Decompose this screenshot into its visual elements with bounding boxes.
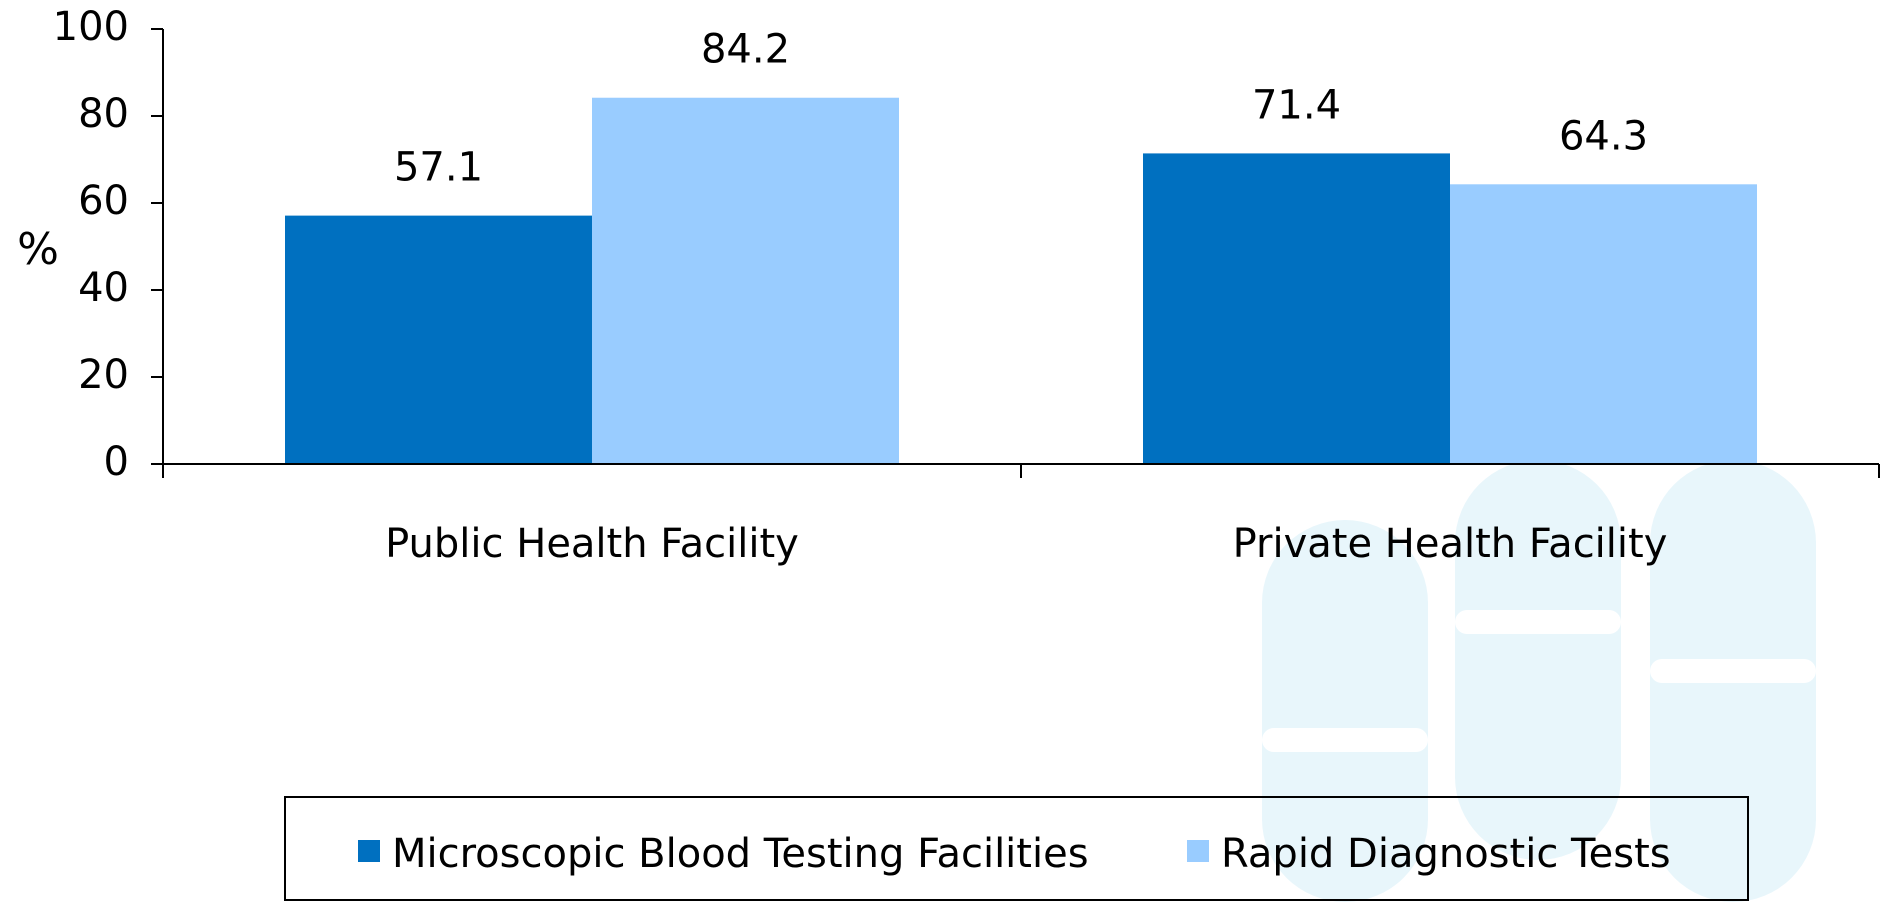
y-tick-label: 20 — [78, 352, 129, 398]
legend-swatch — [1187, 840, 1209, 862]
x-tick-label: Private Health Facility — [1233, 521, 1668, 567]
y-tick-label: 100 — [53, 4, 129, 50]
legend-swatch — [358, 840, 380, 862]
x-tick-label: Public Health Facility — [385, 521, 799, 567]
y-axis-label: % — [17, 224, 59, 275]
y-tick-label: 80 — [78, 91, 129, 137]
bar — [285, 215, 592, 464]
y-tick-label: 40 — [78, 265, 129, 311]
background-decoration — [1262, 460, 1816, 902]
bar — [592, 97, 899, 464]
value-label: 57.1 — [394, 145, 483, 191]
legend-label: Microscopic Blood Testing Facilities — [392, 831, 1089, 877]
legend-label: Rapid Diagnostic Tests — [1221, 831, 1671, 877]
y-tick-label: 60 — [78, 178, 129, 224]
value-label: 84.2 — [701, 27, 790, 73]
bar — [1450, 184, 1757, 465]
value-label: 71.4 — [1252, 82, 1341, 128]
y-tick-label: 0 — [104, 439, 129, 485]
bar — [1143, 153, 1450, 464]
value-label: 64.3 — [1559, 113, 1648, 159]
legend-box — [284, 796, 1749, 901]
